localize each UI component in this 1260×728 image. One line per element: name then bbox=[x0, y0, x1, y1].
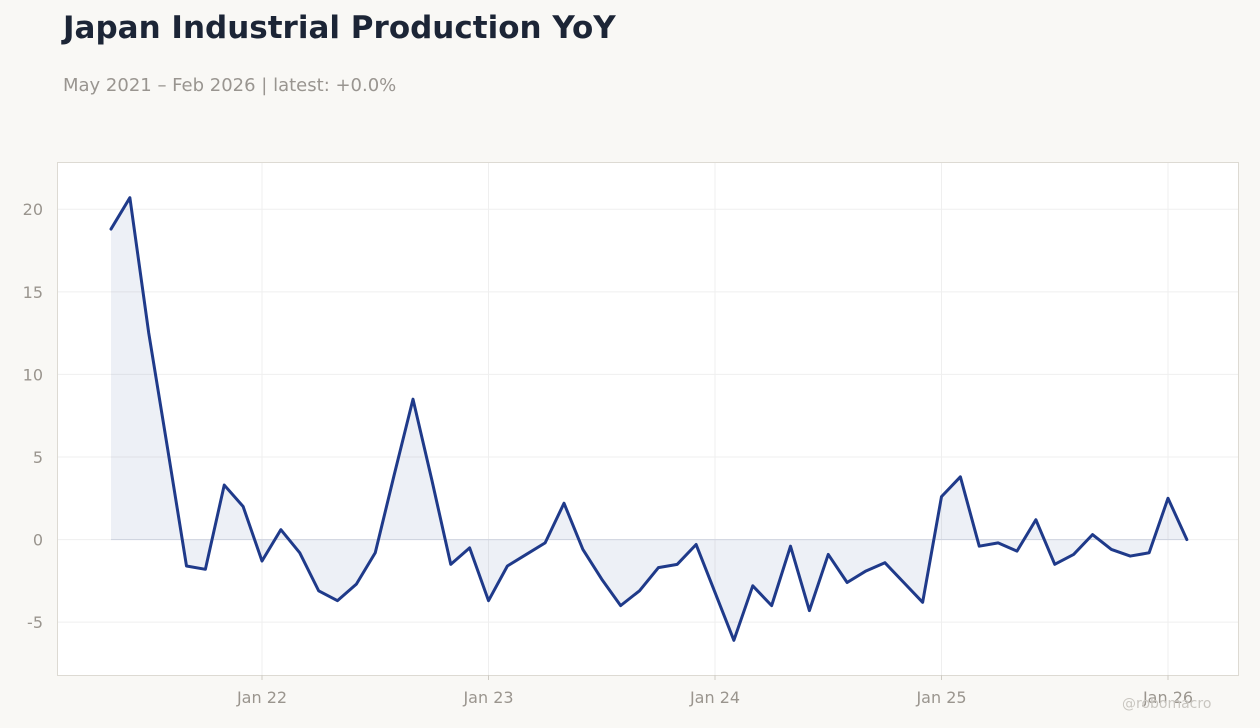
data-point bbox=[524, 552, 528, 556]
data-point bbox=[902, 581, 906, 585]
data-point bbox=[298, 551, 302, 555]
data-point bbox=[770, 604, 774, 608]
data-point bbox=[317, 589, 321, 593]
x-tick-label: Jan 24 bbox=[689, 688, 740, 707]
data-point bbox=[864, 569, 868, 573]
data-point bbox=[505, 564, 509, 568]
data-point bbox=[430, 478, 434, 482]
x-tick-label: Jan 23 bbox=[462, 688, 513, 707]
data-point bbox=[675, 562, 679, 566]
data-point bbox=[940, 495, 944, 499]
data-marks bbox=[109, 196, 1189, 642]
data-point bbox=[656, 566, 660, 570]
y-tick-label: -5 bbox=[27, 613, 43, 632]
data-point bbox=[1128, 554, 1132, 558]
y-tick-label: 10 bbox=[23, 365, 43, 384]
chart-subtitle: May 2021 – Feb 2026 | latest: +0.0% bbox=[63, 75, 397, 96]
y-tick-label: 15 bbox=[23, 283, 43, 302]
data-point bbox=[222, 483, 226, 487]
data-point bbox=[128, 196, 132, 200]
data-point bbox=[732, 638, 736, 642]
data-point bbox=[977, 544, 981, 548]
data-point bbox=[487, 599, 491, 603]
data-point bbox=[392, 473, 396, 477]
data-point bbox=[147, 331, 151, 335]
data-point bbox=[468, 546, 472, 550]
data-point bbox=[279, 528, 283, 532]
x-tick-label: Jan 25 bbox=[915, 688, 966, 707]
data-point bbox=[1034, 518, 1038, 522]
data-point bbox=[1147, 551, 1151, 555]
data-point bbox=[354, 582, 358, 586]
data-point bbox=[1072, 552, 1076, 556]
data-point bbox=[826, 552, 830, 556]
series-line bbox=[109, 196, 1189, 642]
data-point bbox=[543, 541, 547, 545]
data-point bbox=[958, 475, 962, 479]
data-point bbox=[260, 559, 264, 563]
data-point bbox=[619, 604, 623, 608]
data-point bbox=[109, 227, 113, 231]
data-point bbox=[996, 541, 1000, 545]
x-tick-label: Jan 22 bbox=[236, 688, 287, 707]
x-axis: Jan 22 Jan 23 Jan 24 Jan 25 Jan 26 bbox=[236, 675, 1193, 707]
data-point bbox=[600, 577, 604, 581]
data-point bbox=[1053, 562, 1057, 566]
data-point bbox=[807, 609, 811, 613]
data-point bbox=[1166, 496, 1170, 500]
area-fill bbox=[111, 197, 1187, 641]
data-point bbox=[581, 547, 585, 551]
y-tick-label: 0 bbox=[33, 531, 43, 550]
data-point bbox=[411, 397, 415, 401]
data-point bbox=[185, 564, 189, 568]
data-point bbox=[1185, 538, 1189, 542]
data-point bbox=[1109, 547, 1113, 551]
data-point bbox=[751, 584, 755, 588]
data-point bbox=[845, 581, 849, 585]
data-point bbox=[166, 447, 170, 451]
y-axis: 20 15 10 5 0 -5 bbox=[23, 200, 43, 632]
data-point bbox=[203, 567, 207, 571]
y-tick-label: 20 bbox=[23, 200, 43, 219]
data-point bbox=[713, 590, 717, 594]
data-point bbox=[789, 544, 793, 548]
watermark: @robomacro bbox=[1122, 696, 1212, 712]
y-tick-label: 5 bbox=[33, 448, 43, 467]
data-point bbox=[921, 600, 925, 604]
data-point bbox=[638, 589, 642, 593]
plot-area bbox=[57, 162, 1239, 676]
chart-title: Japan Industrial Production YoY bbox=[63, 10, 616, 46]
data-point bbox=[449, 562, 453, 566]
data-point bbox=[241, 505, 245, 509]
data-point bbox=[336, 599, 340, 603]
data-point bbox=[1091, 533, 1095, 537]
data-point bbox=[562, 501, 566, 505]
data-point bbox=[694, 543, 698, 547]
x-tick-label: Jan 26 bbox=[1142, 688, 1193, 707]
data-point bbox=[373, 551, 377, 555]
data-point bbox=[883, 561, 887, 565]
data-point bbox=[1015, 549, 1019, 553]
